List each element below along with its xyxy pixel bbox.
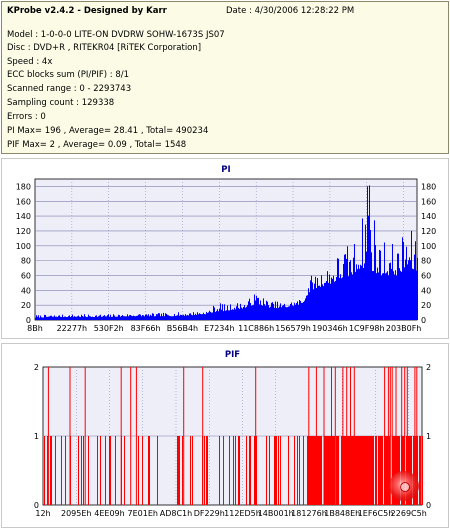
pif-chart: PIF 0 0 1 1 2 2 12h 2095Eh 4EE09h 7E01Eh AD8C1h DF22… xyxy=(34,350,431,518)
pi-chart: PI 0 0 20 20 40 40 60 60 80 80 100 100 120 120 140 140 16… xyxy=(16,165,437,333)
app-title: KProbe v2.4.2 - Designed by Karr xyxy=(7,6,167,16)
pif-xtick: DF229h xyxy=(194,509,225,518)
pi-series-bars xyxy=(35,185,418,320)
info-ecc-sum: ECC blocks sum (PI/PIF) : 8/1 xyxy=(7,70,130,80)
pi-xtick: 530F2h xyxy=(94,324,124,333)
info-scanned-range: Scanned range : 0 - 2293743 xyxy=(7,84,132,94)
pif-series-peaks xyxy=(47,367,418,505)
pi-ytick-right: 140 xyxy=(421,212,436,221)
pi-ytick-left: 120 xyxy=(16,227,31,236)
pi-ytick-right: 160 xyxy=(421,197,436,206)
pi-xtick: 156579h xyxy=(275,324,311,333)
pi-xtick: 203B0Fh xyxy=(386,324,422,333)
pi-ytick-right: 40 xyxy=(421,286,431,295)
pi-ytick-right: 120 xyxy=(421,227,436,236)
pi-ytick-left: 20 xyxy=(21,301,31,310)
pif-xtick: 4EE09h xyxy=(94,509,124,518)
info-disc: Disc : DVD+R , RITEKR04 [RiTEK Corporati… xyxy=(7,43,202,53)
pif-ytick-right: 1 xyxy=(426,432,431,441)
pif-ytick-left: 1 xyxy=(34,432,39,441)
pif-xtick: 2095Eh xyxy=(61,509,91,518)
info-model: Model : 1-0-0-0 LITE-ON DVDRW SOHW-1673S… xyxy=(7,30,225,40)
pi-xtick: 11C886h xyxy=(238,324,274,333)
info-sampling-count: Sampling count : 129338 xyxy=(7,98,115,108)
scan-date: Date : 4/30/2006 12:28:22 PM xyxy=(226,6,355,16)
pif-xtick: 1B848Eh xyxy=(324,509,360,518)
pif-chart-panel: PIF 0 0 1 1 2 2 12h 2095Eh 4EE09h 7E01Eh AD8C1h DF22… xyxy=(1,343,449,528)
pi-ytick-right: 80 xyxy=(421,257,431,266)
pi-ytick-right: 60 xyxy=(421,271,431,280)
pif-xtick: 112ED5h xyxy=(224,509,261,518)
pi-ytick-left: 140 xyxy=(16,212,31,221)
pi-xtick: 1C9F98h xyxy=(349,324,385,333)
disc-info-panel: KProbe v2.4.2 - Designed by Karr Date : … xyxy=(1,1,449,154)
pi-ytick-left: 180 xyxy=(16,182,31,191)
pif-xtick: 14B001h xyxy=(258,509,294,518)
pif-xtick: 1EF6C5h xyxy=(358,509,394,518)
pi-xtick: E7234h xyxy=(204,324,234,333)
pif-ytick-right: 0 xyxy=(426,501,431,510)
pi-xtick: B56B4h xyxy=(167,324,198,333)
info-errors: Errors : 0 xyxy=(7,112,46,122)
pi-xtick: 8Bh xyxy=(27,324,43,333)
pif-title: PIF xyxy=(225,350,240,360)
pi-xtick: 190346h xyxy=(312,324,348,333)
pi-ytick-left: 80 xyxy=(21,257,31,266)
info-speed: Speed : 4x xyxy=(7,57,53,67)
info-pi-summary: PI Max= 196 , Average= 28.41 , Total= 49… xyxy=(7,126,209,136)
pi-ytick-right: 20 xyxy=(421,301,431,310)
pi-ytick-left: 40 xyxy=(21,286,31,295)
disc-logo-icon xyxy=(389,471,419,501)
pi-ytick-right: 100 xyxy=(421,242,436,251)
pi-ytick-left: 0 xyxy=(26,316,31,325)
pif-xtick: 7E01Eh xyxy=(128,509,158,518)
pif-xtick: 12h xyxy=(35,509,50,518)
pi-xtick: 83F66h xyxy=(131,324,161,333)
pi-ytick-left: 160 xyxy=(16,197,31,206)
pi-ytick-right: 0 xyxy=(421,316,426,325)
pi-title: PI xyxy=(221,165,230,175)
pif-xtick: AD8C1h xyxy=(160,509,192,518)
pi-ytick-right: 180 xyxy=(421,182,436,191)
pi-chart-panel: PI 0 0 20 20 40 40 60 60 80 80 100 100 120 120 140 140 16… xyxy=(1,158,449,339)
pi-ytick-left: 60 xyxy=(21,271,31,280)
pif-ytick-right: 2 xyxy=(426,363,431,372)
pif-xtick: 2269C5h xyxy=(391,509,427,518)
pif-xtick: 181276h xyxy=(291,509,327,518)
pif-ytick-left: 2 xyxy=(34,363,39,372)
pif-ytick-left: 0 xyxy=(34,501,39,510)
info-pif-summary: PIF Max= 2 , Average= 0.09 , Total= 1548 xyxy=(7,140,187,150)
pi-ytick-left: 100 xyxy=(16,242,31,251)
pi-xtick: 22277h xyxy=(57,324,88,333)
